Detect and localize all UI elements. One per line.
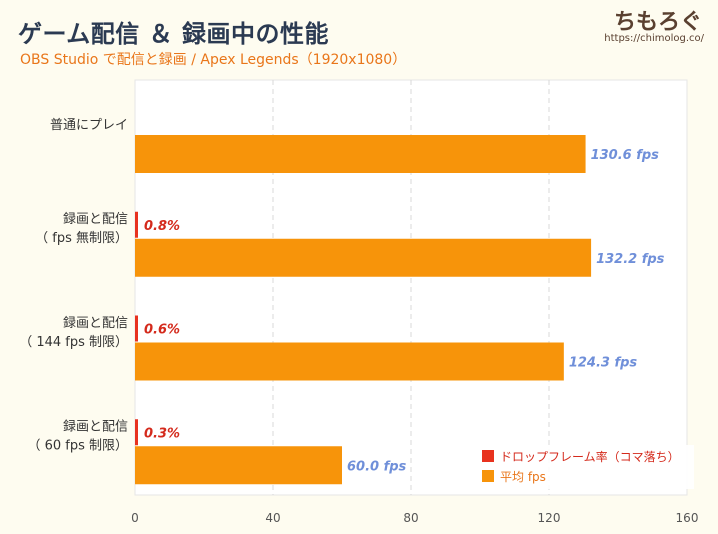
bars: 130.6 fps 0.8% 132.2 fps 0.6% 124.3 fps 0.3% 6… bbox=[135, 135, 665, 485]
x-tick-label: 40 bbox=[265, 511, 280, 525]
brand-logo: ちもろぐ bbox=[613, 10, 702, 35]
legend-swatch bbox=[482, 450, 494, 462]
drop-frame-label: 0.6% bbox=[144, 323, 180, 338]
legend-entry: ドロップフレーム率（コマ落ち） bbox=[500, 449, 680, 464]
drop-frame-bar bbox=[135, 419, 138, 446]
avg-fps-label: 132.2 fps bbox=[596, 252, 665, 267]
category-label: 録画と配信 bbox=[63, 316, 128, 331]
legend: ドロップフレーム率（コマ落ち） 平均 fps bbox=[474, 445, 694, 489]
x-tick-label: 120 bbox=[538, 511, 561, 525]
category-label: （ 60 fps 制限） bbox=[27, 439, 128, 454]
category-label: （ fps 無制限） bbox=[35, 231, 128, 246]
drop-frame-bar bbox=[135, 315, 138, 342]
brand-url: https://chimolog.co/ bbox=[604, 33, 704, 44]
legend-swatch bbox=[482, 470, 494, 482]
grid-lines bbox=[272, 80, 550, 495]
category-label: 普通にプレイ bbox=[50, 118, 128, 133]
x-tick-label: 160 bbox=[676, 511, 699, 525]
avg-fps-bar bbox=[135, 446, 342, 485]
drop-frame-label: 0.8% bbox=[144, 219, 180, 234]
x-tick-label: 0 bbox=[131, 511, 139, 525]
x-tick-labels: 0 40 80 120 160 bbox=[131, 511, 698, 525]
avg-fps-bar bbox=[135, 135, 586, 173]
drop-frame-label: 0.3% bbox=[144, 426, 180, 441]
drop-frame-bar bbox=[135, 211, 138, 238]
avg-fps-bar bbox=[135, 238, 592, 277]
avg-fps-label: 124.3 fps bbox=[569, 356, 638, 371]
category-label: 録画と配信 bbox=[63, 212, 128, 227]
avg-fps-label: 130.6 fps bbox=[591, 148, 660, 163]
chart-title: ゲーム配信 ＆ 録画中の性能 bbox=[18, 20, 329, 48]
legend-box bbox=[474, 445, 694, 489]
category-label: （ 144 fps 制限） bbox=[19, 335, 128, 350]
category-label: 録画と配信 bbox=[63, 420, 128, 435]
avg-fps-label: 60.0 fps bbox=[347, 459, 407, 474]
avg-fps-bar bbox=[135, 342, 564, 381]
legend-entry: 平均 fps bbox=[500, 470, 546, 484]
x-tick-label: 80 bbox=[403, 511, 418, 525]
chart-subtitle: OBS Studio で配信と録画 / Apex Legends（1920x10… bbox=[20, 52, 407, 68]
